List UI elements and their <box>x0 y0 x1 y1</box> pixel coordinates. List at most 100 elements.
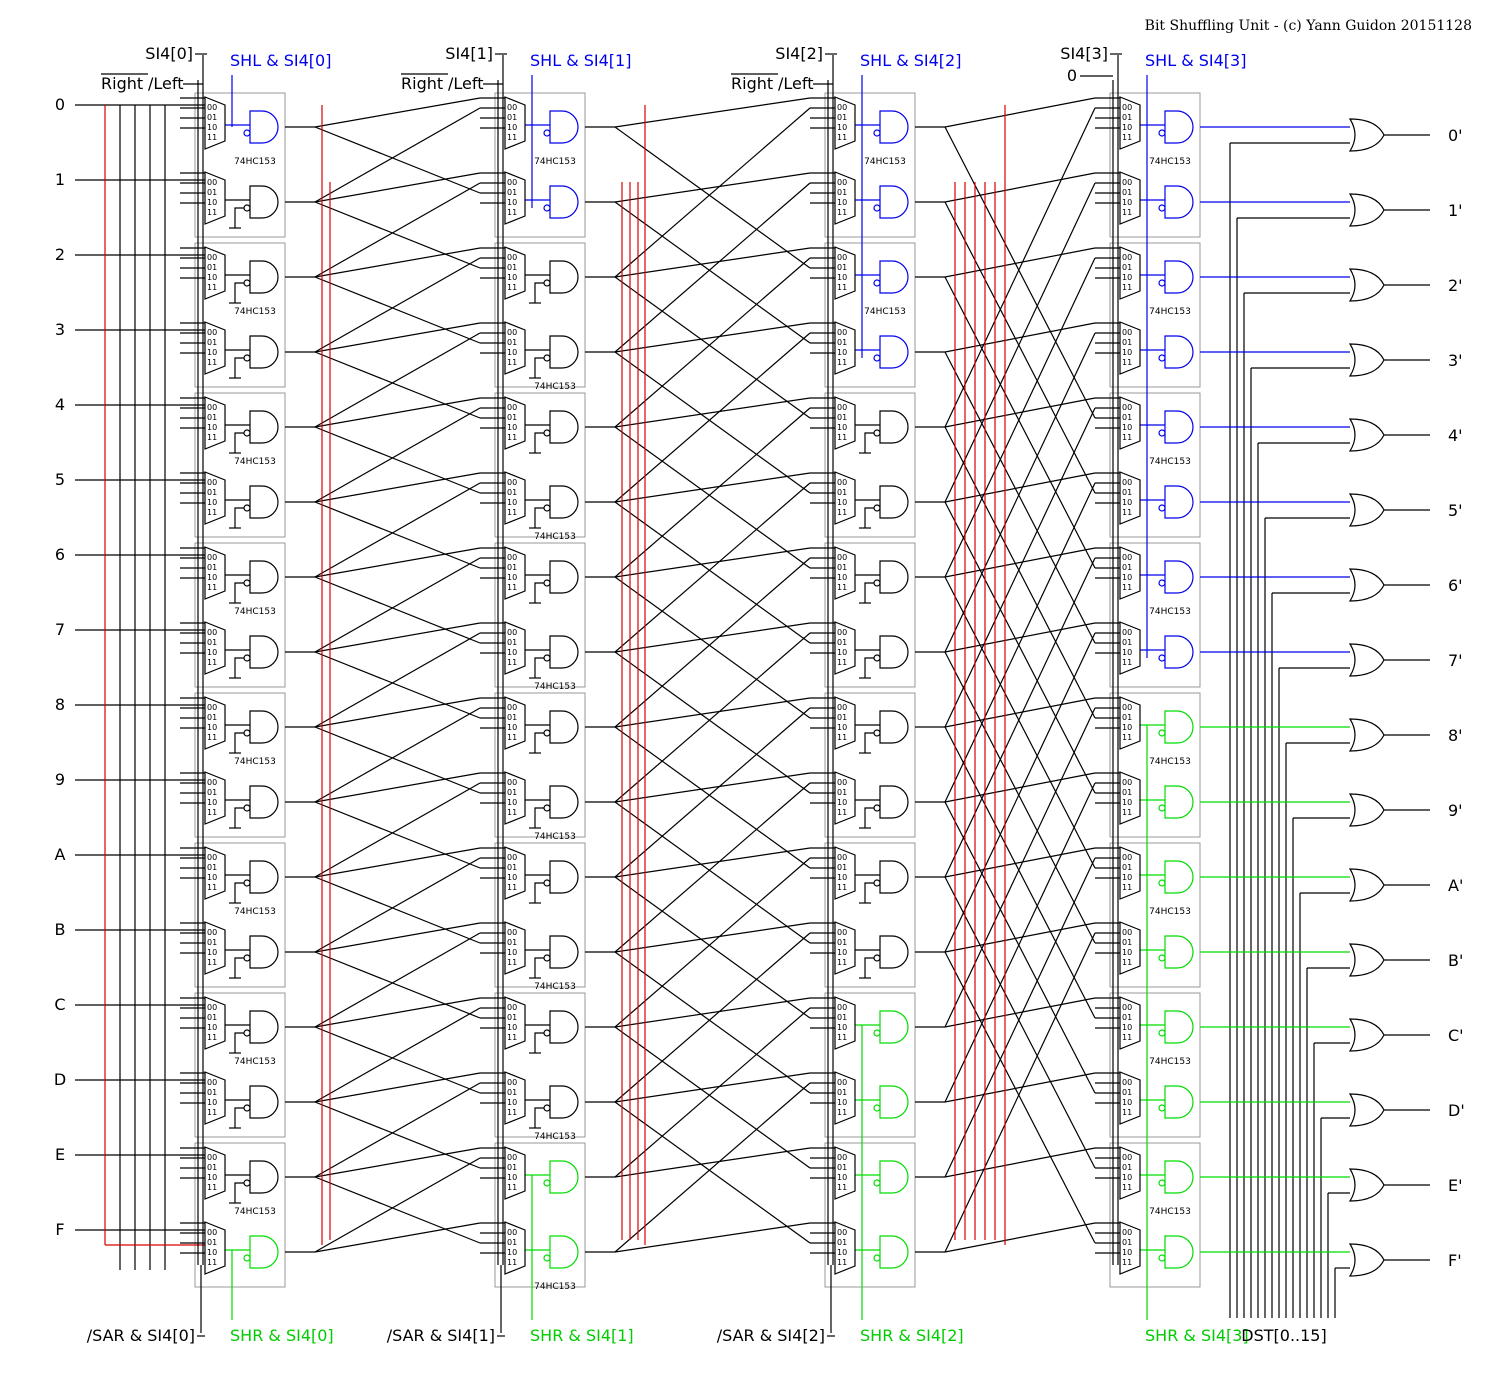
shift-wire <box>614 351 811 494</box>
pass-wire <box>614 922 811 953</box>
enable-stub <box>534 507 545 528</box>
mux-input-label: 11 <box>837 1033 847 1042</box>
or-gate <box>1348 418 1385 452</box>
shift-wire <box>944 557 1096 878</box>
mux-input-label: 01 <box>837 188 847 197</box>
mux-input-label: 10 <box>507 423 517 432</box>
mux-input-label: 00 <box>507 403 517 412</box>
pass-wire <box>614 847 811 878</box>
inverter-bubble <box>1158 879 1166 887</box>
or-gate <box>1348 193 1385 227</box>
multiplexer <box>204 1071 226 1125</box>
mux-input-label: 00 <box>1122 853 1132 862</box>
inverter-bubble <box>873 1254 881 1262</box>
and-gate <box>549 935 579 969</box>
inverter-bubble <box>873 1104 881 1112</box>
mux-input-label: 10 <box>837 648 847 657</box>
multiplexer <box>504 846 526 900</box>
chip-box <box>824 992 916 1138</box>
pass-wire <box>944 847 1096 878</box>
shift-wire <box>944 801 1096 1094</box>
mux-input-label: 10 <box>207 723 217 732</box>
mux-input-label: 01 <box>1122 338 1132 347</box>
enable-stub <box>864 732 875 753</box>
enable-stub <box>534 882 545 903</box>
inverter-bubble <box>243 279 251 287</box>
multiplexer <box>204 546 226 600</box>
mux-input-label: 00 <box>507 553 517 562</box>
mux-input-label: 11 <box>1122 958 1132 967</box>
mux-input-label: 01 <box>837 488 847 497</box>
shift-wire <box>614 576 811 719</box>
mux-input-label: 11 <box>837 358 847 367</box>
chip-box <box>824 392 916 538</box>
labels: 74HC153 74HC153 74HC153 74HC153 74HC153 74HC1… <box>54 44 1465 1345</box>
mux-input-label: 00 <box>207 253 217 262</box>
chip-label: 74HC153 <box>534 1282 576 1292</box>
output-label-10: A' <box>1448 876 1463 895</box>
mux-input-label: 10 <box>1122 1023 1132 1032</box>
inverter-bubble <box>243 954 251 962</box>
mux-input-label: 11 <box>507 508 517 517</box>
mux-input-label: 10 <box>207 123 217 132</box>
zero-label: 0 <box>1067 66 1077 85</box>
mux-input-label: 10 <box>207 498 217 507</box>
and-gate <box>249 185 279 219</box>
pass-wire <box>944 247 1096 278</box>
enable-stub <box>234 732 245 753</box>
shift-wire <box>314 632 481 728</box>
chip-box <box>824 542 916 688</box>
chip-box <box>1109 392 1201 538</box>
pass-wire <box>314 472 481 503</box>
chip-box <box>824 92 916 238</box>
chip-label: 74HC153 <box>234 607 276 617</box>
multiplexer <box>204 621 226 675</box>
mux-input-label: 00 <box>1122 778 1132 787</box>
input-label-4: 4 <box>55 395 65 414</box>
multiplexer <box>834 621 856 675</box>
multiplexer <box>1119 921 1141 975</box>
and-gate <box>249 410 279 444</box>
mux-input-label: 00 <box>837 403 847 412</box>
mux-input-label: 01 <box>1122 488 1132 497</box>
pass-wire <box>944 922 1096 953</box>
mux-input-label: 11 <box>207 733 217 742</box>
inverter-bubble <box>1158 204 1166 212</box>
and-gate <box>1164 785 1194 819</box>
pass-wire <box>944 172 1096 203</box>
mux-input-label: 00 <box>1122 403 1132 412</box>
shift-wire <box>614 407 811 578</box>
mux-input-label: 11 <box>207 358 217 367</box>
shift-wire <box>944 576 1096 869</box>
shift-wire <box>314 782 481 878</box>
input-label-6: 6 <box>55 545 65 564</box>
and-gate <box>549 635 579 669</box>
mux-input-label: 01 <box>207 1013 217 1022</box>
mux-input-label: 11 <box>1122 1108 1132 1117</box>
shift-wire <box>614 501 811 644</box>
output-label-12: C' <box>1448 1026 1464 1045</box>
multiplexer <box>504 921 526 975</box>
mux-input-label: 11 <box>507 883 517 892</box>
mux-input-label: 00 <box>207 928 217 937</box>
mux-input-label: 10 <box>507 648 517 657</box>
pass-wire <box>614 772 811 803</box>
enable-stub <box>234 357 245 378</box>
multiplexer <box>1119 246 1141 300</box>
and-gate <box>249 335 279 369</box>
mux-input-label: 10 <box>837 123 847 132</box>
inverter-bubble <box>1158 279 1166 287</box>
mux-input-label: 01 <box>837 638 847 647</box>
mux-input-label: 10 <box>1122 198 1132 207</box>
shift-wire <box>614 782 811 953</box>
pass-wire <box>314 622 481 653</box>
mux-input-label: 11 <box>837 808 847 817</box>
inverter-bubble <box>543 354 551 362</box>
multiplexer <box>1119 171 1141 225</box>
chip-label: 74HC153 <box>534 382 576 392</box>
mux-input-label: 11 <box>207 883 217 892</box>
mux-input-label: 11 <box>507 433 517 442</box>
enable-stub <box>534 957 545 978</box>
mux-input-label: 11 <box>207 1033 217 1042</box>
